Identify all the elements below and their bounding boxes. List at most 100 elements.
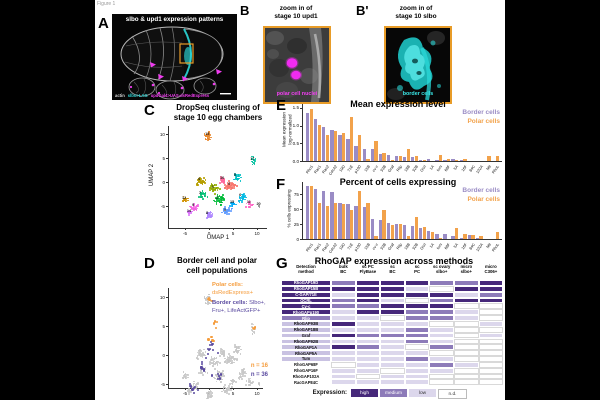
umap-dot — [237, 345, 239, 348]
umap-dot — [224, 187, 227, 189]
umap-dot — [208, 138, 210, 141]
umap-dot — [213, 186, 215, 189]
umap-dot — [198, 352, 201, 355]
umap-dot — [258, 384, 261, 387]
umap-dot — [223, 384, 226, 386]
umap-dot — [235, 176, 238, 178]
umap-dot — [228, 184, 231, 186]
umap-dot — [194, 386, 197, 389]
umap-dot — [208, 361, 211, 364]
umap-dot — [196, 383, 198, 385]
umap-dot — [232, 380, 235, 383]
bar-polar-cells — [414, 156, 419, 161]
heatmap-cell — [454, 297, 479, 304]
polar-cells-annotation: Polar cells: dsRedExpress+ — [212, 282, 274, 297]
umap-dot — [224, 212, 227, 214]
umap-dot — [193, 382, 195, 385]
umap-dot — [224, 391, 227, 394]
umap-dot — [208, 297, 210, 300]
bar-border-cells — [378, 153, 383, 161]
bar-border-cells — [322, 127, 326, 161]
umap-dot — [251, 163, 254, 166]
umap-dot — [203, 176, 206, 179]
heatmap-cell — [404, 280, 430, 286]
heatmap-cell — [355, 356, 381, 362]
umap-dot — [201, 352, 204, 355]
umap-dot — [201, 180, 204, 183]
umap-dot — [204, 138, 207, 140]
umap-dot — [201, 374, 204, 376]
umap-dot — [235, 346, 237, 349]
highlight-dot-border-cells — [200, 361, 203, 364]
panel-c-title: DropSeq clustering of stage 10 egg chamb… — [163, 103, 273, 122]
umap-dot — [239, 174, 242, 177]
panel-b-microscopy-image: polar cell nuclei — [263, 26, 331, 104]
decoration — [161, 84, 167, 98]
umap-dot — [216, 188, 219, 191]
umap-dot — [251, 330, 254, 332]
umap-dot — [207, 391, 210, 393]
umap-dot — [245, 205, 247, 208]
umap-dot — [198, 354, 200, 357]
highlight-dot-polar-cells — [252, 328, 255, 331]
decoration — [397, 85, 403, 91]
umap-dot — [221, 373, 224, 376]
umap-dot — [212, 190, 214, 193]
umap-dot — [233, 178, 236, 181]
bar-border-cells — [346, 204, 350, 239]
heatmap-cell — [429, 280, 454, 286]
umap-dot — [235, 381, 237, 383]
umap-dot — [222, 351, 225, 354]
category-label: cv-c — [370, 241, 379, 251]
umap-dot — [190, 206, 193, 208]
cluster-id-label: 15 — [230, 200, 235, 205]
umap-dot — [199, 180, 202, 183]
umap-dot — [196, 204, 199, 207]
umap-dot — [205, 217, 208, 219]
umap-dot — [234, 357, 237, 360]
x-tick-mark — [233, 388, 234, 390]
umap-dot — [239, 196, 242, 199]
umap-dot — [213, 368, 216, 370]
bar-border-cells — [411, 157, 415, 161]
umap-dot — [241, 197, 244, 199]
umap-dot — [213, 189, 215, 191]
category-label: p190 — [353, 241, 363, 252]
umap-dot — [225, 210, 228, 213]
umap-dot — [190, 391, 192, 393]
umap-dot — [214, 377, 216, 380]
umap-dot — [223, 374, 225, 377]
umap-dot — [200, 352, 202, 355]
category-label: 68F — [443, 241, 452, 250]
umap-dot — [215, 183, 218, 186]
umap-dot — [250, 204, 253, 207]
umap-dot — [240, 348, 242, 351]
umap-dot — [233, 380, 235, 382]
umap-dot — [216, 377, 219, 379]
heatmap-cell — [429, 361, 454, 368]
polar-cell-magenta-dots — [129, 82, 216, 95]
panel-b-prime-microscopy-image: border cells — [384, 26, 452, 104]
bar-border-cells — [354, 205, 358, 239]
umap-dot — [188, 212, 190, 215]
x-axis-line — [168, 388, 263, 389]
umap-dot — [228, 385, 230, 388]
umap-dot — [199, 353, 202, 356]
bar-polar-cells — [317, 202, 322, 239]
umap-dot — [258, 206, 261, 209]
umap-dot — [254, 326, 257, 329]
umap-dot — [188, 391, 191, 394]
umap-dot — [223, 355, 225, 357]
umap-dot — [231, 205, 234, 207]
umap-dot — [235, 350, 238, 353]
y-tick-mark — [300, 161, 302, 162]
column-header-line: FlyBase — [359, 269, 377, 275]
umap-dot — [193, 385, 196, 388]
figure-label: Figure 1 — [97, 1, 116, 7]
heatmap-cell — [331, 350, 356, 357]
umap-dot — [206, 136, 209, 139]
umap-dot — [230, 202, 233, 205]
umap-dot — [191, 389, 193, 392]
umap-dot — [248, 206, 250, 208]
umap-dot — [228, 208, 231, 211]
